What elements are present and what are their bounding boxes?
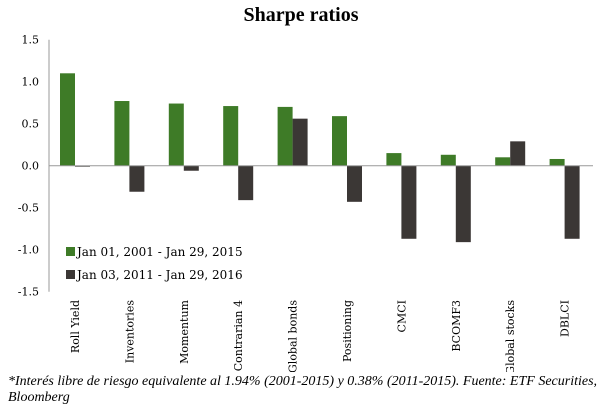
- bar-2011-2016: [129, 165, 145, 192]
- legend-swatch: [66, 247, 75, 256]
- x-tick-label: Global bonds: [287, 300, 300, 372]
- bar-2011-2016: [564, 165, 580, 239]
- y-tick-label: 0.5: [22, 118, 40, 131]
- bar-2011-2016: [238, 165, 254, 201]
- bar-2011-2016: [510, 141, 526, 166]
- bar-2001-2015: [114, 101, 130, 166]
- legend-label: Jan 01, 2001 - Jan 29, 2015: [75, 245, 243, 259]
- bar-2001-2015: [495, 157, 511, 166]
- bar-2011-2016: [401, 165, 417, 239]
- y-tick-label: 1.5: [22, 34, 40, 47]
- bar-2011-2016: [455, 165, 471, 243]
- bar-chart: 1.5 1.0 0.5 0.0 -0.5 -1.0 -1.5 Roll Yield Invent…: [18, 34, 593, 372]
- bar-2011-2016: [292, 118, 308, 166]
- x-tick-label: Inventories: [123, 300, 136, 364]
- bar-2001-2015: [168, 103, 184, 166]
- footnote: *Interés libre de riesgo equivalente al …: [8, 374, 598, 405]
- bar-2001-2015: [332, 116, 347, 166]
- legend-label: Jan 03, 2011 - Jan 29, 2016: [75, 268, 243, 282]
- y-tick-label: 0.0: [22, 160, 40, 173]
- bar-2001-2015: [60, 73, 75, 166]
- x-tick-label: DBLCI: [559, 300, 572, 337]
- bar-2001-2015: [223, 106, 239, 166]
- x-tick-label: Roll Yield: [69, 300, 82, 353]
- bar-2001-2015: [549, 158, 565, 166]
- x-tick-label: BCOMF3: [450, 300, 463, 352]
- x-tick-label: Contrarian 4: [232, 300, 245, 371]
- x-tick-label: Positioning: [341, 300, 354, 362]
- bar-2011-2016: [183, 165, 199, 171]
- chart-title: Sharpe ratios: [243, 4, 359, 26]
- y-tick-label: -0.5: [18, 202, 39, 215]
- x-tick-label: Momentum: [178, 299, 191, 363]
- bar-2011-2016: [347, 165, 362, 202]
- bar-2001-2015: [277, 106, 293, 166]
- bar-2001-2015: [440, 154, 456, 166]
- bar-2001-2015: [386, 153, 402, 166]
- y-tick-label: -1.0: [18, 244, 39, 257]
- y-tick-label: -1.5: [18, 286, 39, 299]
- y-tick-label: 1.0: [22, 76, 40, 89]
- x-tick-label: Global stocks: [504, 300, 517, 372]
- legend-swatch: [66, 270, 75, 279]
- x-tick-label: CMCI: [395, 300, 408, 332]
